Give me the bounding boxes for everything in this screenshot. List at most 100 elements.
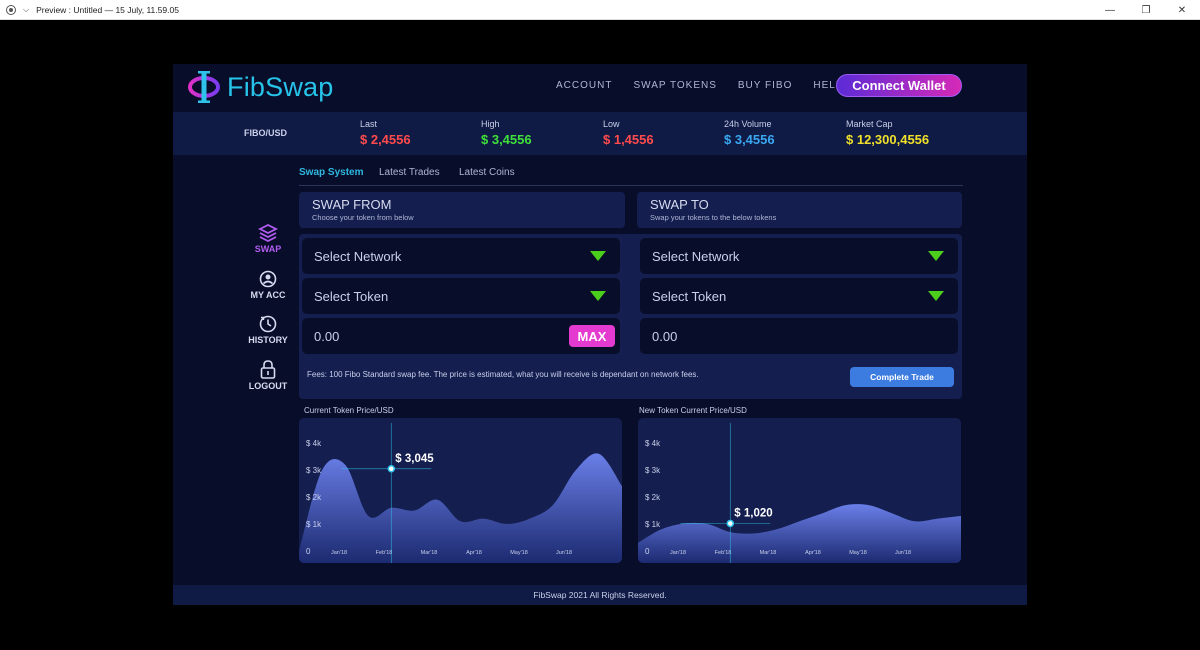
- minimize-button[interactable]: —: [1105, 4, 1115, 16]
- ticker-value: $ 3,4556: [481, 132, 532, 147]
- ticker-label: Low: [603, 119, 620, 129]
- y-tick-label: 0: [306, 547, 311, 556]
- phi-logo-icon: [188, 71, 220, 103]
- content-tabs: Swap System Latest Trades Latest Coins: [299, 167, 963, 186]
- ticker-high: High $ 3,4556: [481, 119, 532, 147]
- area-chart-new: 0 $ 1k $ 2k $ 3k $ 4k Jan'18 Feb'18 Mar'18 Apr'1…: [638, 423, 961, 563]
- max-button[interactable]: MAX: [569, 325, 615, 347]
- stack-icon: [257, 224, 279, 242]
- dropdown-arrow-icon: [928, 251, 944, 261]
- ticker-last: Last $ 2,4556: [360, 119, 411, 147]
- dropdown-arrow-icon: [928, 291, 944, 301]
- y-tick-label: $ 4k: [645, 439, 661, 448]
- clock-icon: [259, 315, 277, 333]
- x-tick-label: Jan'18: [670, 550, 686, 556]
- price-annotation: $ 3,045: [395, 453, 434, 465]
- swap-to-subtitle: Swap your tokens to the below tokens: [650, 213, 777, 222]
- complete-trade-button[interactable]: Complete Trade: [850, 367, 954, 387]
- close-button[interactable]: ✕: [1177, 4, 1187, 16]
- swap-to-header: SWAP TO Swap your tokens to the below to…: [637, 192, 962, 228]
- dropdown-arrow-icon: [590, 291, 606, 301]
- tab-latest-trades[interactable]: Latest Trades: [379, 167, 440, 178]
- sidebar-item-my-acc[interactable]: MY ACC: [243, 270, 293, 300]
- y-tick-label: $ 1k: [306, 520, 322, 529]
- to-token-select[interactable]: Select Token: [640, 278, 958, 314]
- ticker-label: High: [481, 119, 500, 129]
- x-tick-label: Jun'18: [556, 550, 572, 556]
- ticker-value: $ 12,300,4556: [846, 132, 930, 147]
- app-icon: [6, 4, 16, 15]
- price-ticker: FIBO/USD Last $ 2,4556 High $ 3,4556 Low…: [173, 112, 1027, 155]
- price-marker[interactable]: [387, 465, 396, 473]
- x-tick-label: Feb'18: [715, 550, 732, 556]
- y-tick-label: $ 1k: [645, 520, 661, 529]
- x-tick-label: Jun'18: [895, 550, 911, 556]
- chart-current-token: 0 $ 1k $ 2k $ 3k $ 4k Jan'18 Feb'18 Mar'18 Apr'1…: [299, 418, 622, 563]
- ticker-pair: FIBO/USD: [244, 128, 288, 138]
- to-amount-input[interactable]: 0.00: [640, 318, 958, 354]
- nav-account[interactable]: ACCOUNT: [556, 80, 613, 91]
- swap-from-header: SWAP FROM Choose your token from below: [299, 192, 625, 228]
- sidebar-item-swap[interactable]: SWAP: [243, 224, 293, 254]
- ticker-low: Low $ 1,4556: [603, 119, 654, 147]
- fees-note: Fees: 100 Fibo Standard swap fee. The pr…: [307, 370, 699, 379]
- from-token-label: Select Token: [314, 289, 389, 304]
- window-title: Preview : Untitled — 15 July, 11.59.05: [36, 4, 179, 15]
- x-tick-label: Mar'18: [421, 550, 438, 556]
- to-network-label: Select Network: [652, 249, 740, 264]
- dropdown-arrow-icon: [590, 251, 606, 261]
- swap-form: Select Network Select Token 0.00 MAX Sel…: [299, 234, 962, 399]
- y-tick-label: $ 4k: [306, 439, 322, 448]
- sidebar-item-label: MY ACC: [250, 290, 286, 300]
- area-chart-current: 0 $ 1k $ 2k $ 3k $ 4k Jan'18 Feb'18 Mar'18 Apr'1…: [299, 423, 622, 563]
- sidebar-item-label: HISTORY: [248, 335, 288, 345]
- chart-title-current: Current Token Price/USD: [304, 406, 394, 415]
- header: FibSwap ACCOUNT SWAP TOKENS BUY FIBO HEL…: [173, 64, 1027, 112]
- price-marker[interactable]: [726, 519, 735, 528]
- y-tick-label: $ 3k: [645, 466, 661, 475]
- x-tick-label: Apr'18: [466, 550, 482, 556]
- from-network-label: Select Network: [314, 249, 402, 264]
- user-icon: [259, 270, 277, 288]
- ticker-value: $ 3,4556: [724, 132, 775, 147]
- logo[interactable]: FibSwap: [187, 70, 333, 104]
- price-annotation: $ 1,020: [734, 507, 772, 519]
- x-tick-label: Feb'18: [376, 550, 393, 556]
- tab-latest-coins[interactable]: Latest Coins: [459, 167, 515, 178]
- connect-wallet-button[interactable]: Connect Wallet: [836, 74, 962, 97]
- x-tick-label: May'18: [849, 550, 867, 556]
- x-tick-label: Apr'18: [805, 550, 821, 556]
- top-nav: ACCOUNT SWAP TOKENS BUY FIBO HELP: [556, 80, 865, 91]
- tab-swap-system[interactable]: Swap System: [299, 167, 364, 178]
- x-tick-label: Jan'18: [331, 550, 347, 556]
- sidebar-item-history[interactable]: HISTORY: [243, 315, 293, 345]
- nav-help[interactable]: HELP: [813, 80, 844, 91]
- to-token-label: Select Token: [652, 289, 727, 304]
- chevron-down-icon[interactable]: ⌵: [23, 4, 30, 14]
- window-titlebar: ⌵ Preview : Untitled — 15 July, 11.59.05…: [0, 0, 1200, 20]
- logo-text: FibSwap: [227, 71, 334, 102]
- nav-swap-tokens[interactable]: SWAP TOKENS: [633, 80, 717, 91]
- chart-title-new: New Token Current Price/USD: [639, 406, 747, 415]
- y-tick-label: $ 2k: [645, 493, 661, 502]
- swap-to-title: SWAP TO: [650, 197, 709, 212]
- from-amount-input[interactable]: 0.00 MAX: [302, 318, 620, 354]
- from-token-select[interactable]: Select Token: [302, 278, 620, 314]
- y-tick-label: $ 2k: [306, 493, 322, 502]
- y-tick-label: $ 3k: [306, 466, 322, 475]
- fibswap-app: FibSwap ACCOUNT SWAP TOKENS BUY FIBO HEL…: [173, 64, 1027, 605]
- ticker-label: Last: [360, 119, 378, 129]
- area-series: [638, 504, 961, 563]
- ticker-label: 24h Volume: [724, 119, 772, 129]
- ticker-market-cap: Market Cap $ 12,300,4556: [846, 119, 929, 147]
- restore-button[interactable]: ❐: [1141, 4, 1151, 16]
- from-network-select[interactable]: Select Network: [302, 238, 620, 274]
- swap-from-title: SWAP FROM: [312, 197, 392, 212]
- ticker-volume: 24h Volume $ 3,4556: [724, 119, 775, 147]
- nav-buy-fibo[interactable]: BUY FIBO: [737, 80, 793, 91]
- lock-icon: [260, 360, 276, 379]
- x-tick-label: May'18: [510, 550, 528, 556]
- to-network-select[interactable]: Select Network: [640, 238, 958, 274]
- sidebar-item-logout[interactable]: LOGOUT: [243, 360, 293, 391]
- y-tick-label: 0: [645, 547, 650, 556]
